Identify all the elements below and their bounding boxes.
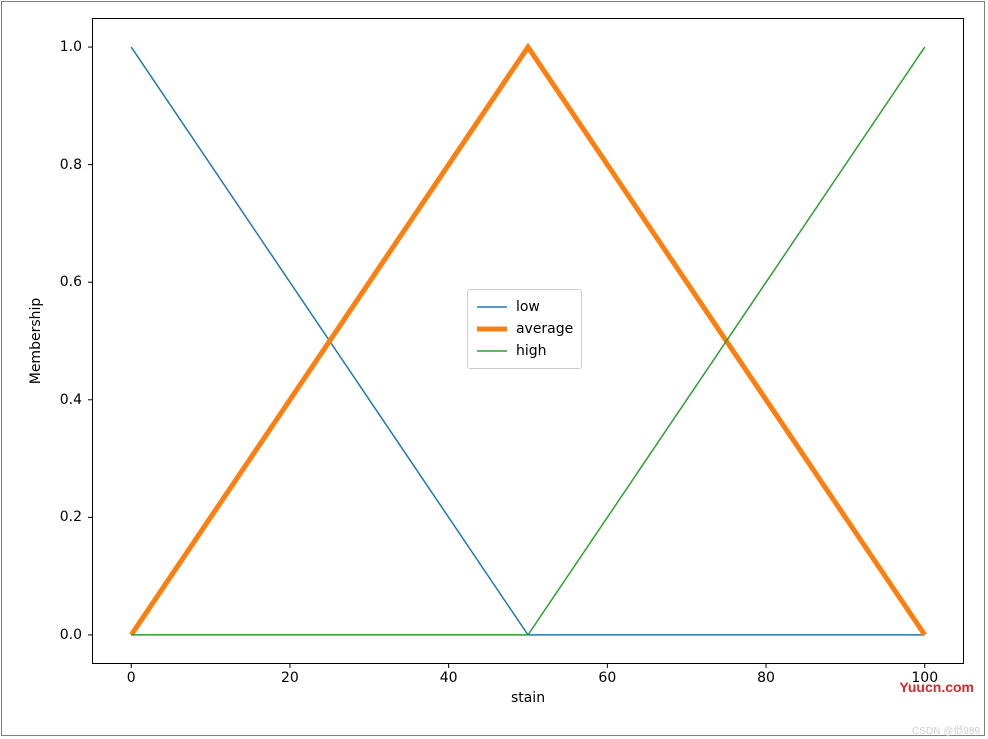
y-tick-label: 1.0 bbox=[60, 39, 82, 55]
x-axis-label: stain bbox=[511, 690, 545, 706]
y-tick-label: 0.6 bbox=[60, 274, 82, 290]
legend-swatch-icon bbox=[476, 344, 508, 358]
x-tick-label: 60 bbox=[598, 670, 616, 686]
legend-label: high bbox=[516, 343, 547, 359]
x-tick-label: 20 bbox=[281, 670, 299, 686]
legend-label: low bbox=[516, 299, 540, 315]
x-tick-label: 100 bbox=[911, 670, 938, 686]
y-axis-label: Membership bbox=[28, 298, 44, 385]
y-tick-label: 0.8 bbox=[60, 157, 82, 173]
legend: low average high bbox=[467, 289, 582, 369]
y-tick-label: 0.0 bbox=[60, 627, 82, 643]
legend-item-low: low bbox=[476, 296, 573, 318]
y-tick-label: 0.2 bbox=[60, 509, 82, 525]
legend-label: average bbox=[516, 321, 573, 337]
watermark-csdn: CSDN @邶989 bbox=[912, 722, 980, 737]
legend-swatch-icon bbox=[476, 300, 508, 314]
legend-item-high: high bbox=[476, 340, 573, 362]
legend-item-average: average bbox=[476, 318, 573, 340]
y-tick-label: 0.4 bbox=[60, 392, 82, 408]
x-tick-label: 80 bbox=[757, 670, 775, 686]
x-tick-label: 40 bbox=[440, 670, 458, 686]
x-tick-label: 0 bbox=[127, 670, 136, 686]
legend-swatch-icon bbox=[476, 322, 508, 336]
